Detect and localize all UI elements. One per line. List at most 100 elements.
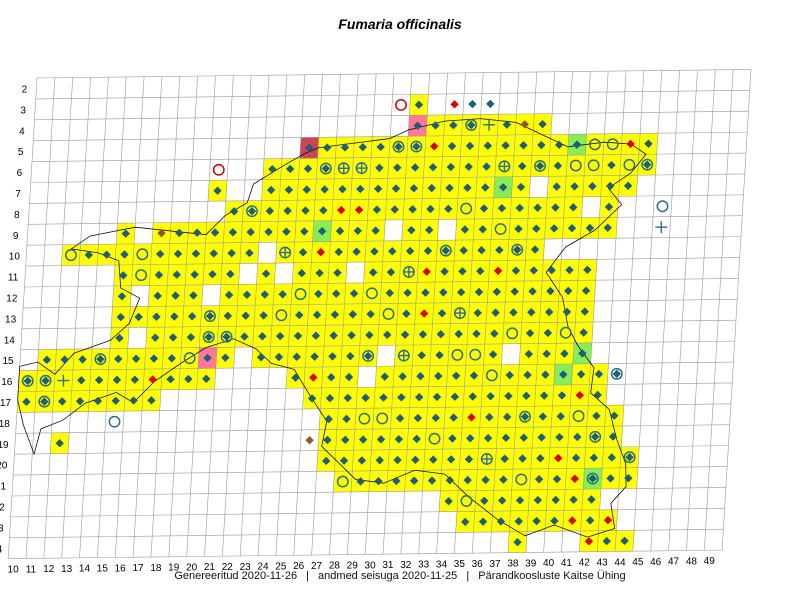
row-label: 23 bbox=[0, 523, 4, 534]
grid-line-horizontal bbox=[24, 278, 739, 288]
diamond-icon bbox=[499, 475, 508, 484]
grid-cell bbox=[619, 154, 639, 176]
diamond-icon bbox=[444, 204, 453, 214]
diamond-icon bbox=[154, 270, 164, 280]
grid-line-vertical bbox=[114, 76, 145, 558]
row-label: 18 bbox=[0, 419, 10, 430]
diamond-icon bbox=[407, 225, 416, 235]
diamond-icon bbox=[274, 352, 284, 362]
diamond-icon bbox=[580, 307, 590, 316]
grid-line-vertical bbox=[471, 72, 502, 554]
grid-cell bbox=[456, 198, 476, 220]
row-label: 3 bbox=[20, 105, 26, 116]
row-label: 15 bbox=[3, 356, 15, 367]
diamond-icon bbox=[515, 496, 525, 505]
diamond-in-circle-icon bbox=[534, 159, 547, 172]
diamond-icon bbox=[380, 372, 389, 381]
grid-line-vertical bbox=[329, 74, 359, 555]
column-label: 39 bbox=[525, 558, 537, 569]
grid-line-horizontal bbox=[10, 508, 725, 518]
diamond-icon bbox=[516, 182, 526, 192]
circle-icon bbox=[135, 269, 148, 282]
diamond-icon bbox=[610, 411, 619, 420]
diamond-in-circle-icon bbox=[394, 142, 403, 151]
diamond-icon bbox=[320, 185, 329, 194]
grid-line-vertical bbox=[489, 72, 520, 553]
diamond-icon bbox=[403, 288, 412, 298]
diamond-red-icon bbox=[603, 515, 613, 525]
column-label: 25 bbox=[275, 561, 287, 572]
circle-icon bbox=[587, 159, 600, 172]
diamond-icon bbox=[491, 308, 500, 317]
diamond-icon bbox=[644, 139, 653, 148]
diamond-icon bbox=[293, 331, 303, 341]
diamond-icon bbox=[405, 246, 415, 256]
grid-line-horizontal bbox=[20, 340, 735, 350]
diamond-icon bbox=[322, 143, 332, 152]
row-label: 9 bbox=[13, 231, 19, 242]
column-label: 18 bbox=[150, 563, 162, 574]
diamond-icon bbox=[460, 225, 470, 234]
diamond-icon bbox=[468, 99, 477, 109]
diamond-icon bbox=[376, 435, 386, 444]
diamond-icon bbox=[523, 370, 532, 380]
diamond-icon bbox=[344, 372, 354, 382]
row-label: 11 bbox=[8, 273, 19, 284]
grid-line-vertical bbox=[204, 75, 234, 557]
column-label: 20 bbox=[186, 562, 198, 573]
diamond-icon bbox=[228, 228, 238, 237]
diamond-in-circle-icon bbox=[590, 432, 600, 441]
diamond-icon bbox=[385, 288, 394, 298]
diamond-red-icon bbox=[584, 537, 594, 546]
diamond-icon bbox=[472, 329, 481, 338]
diamond-icon bbox=[593, 390, 602, 400]
diamond-in-circle-icon bbox=[589, 430, 602, 443]
circle-icon bbox=[365, 287, 378, 300]
row-label: 20 bbox=[0, 461, 8, 472]
diamond-icon bbox=[435, 350, 444, 360]
circle-icon bbox=[494, 223, 507, 236]
diamond-icon bbox=[603, 223, 612, 232]
diamond-icon bbox=[278, 290, 287, 299]
diamond-in-circle-icon bbox=[321, 164, 331, 173]
diamond-icon bbox=[42, 355, 52, 365]
grid-line-horizontal bbox=[21, 319, 736, 330]
grid-line-vertical bbox=[507, 71, 538, 553]
diamond-icon bbox=[480, 496, 489, 505]
diamond-icon bbox=[551, 203, 560, 212]
diamond-icon bbox=[310, 352, 319, 361]
diamond-icon bbox=[445, 183, 454, 193]
diamond-icon bbox=[556, 412, 565, 421]
diamond-red-icon bbox=[148, 375, 157, 384]
row-label: 6 bbox=[17, 168, 23, 179]
grid-cell bbox=[378, 303, 399, 325]
grid-line-vertical bbox=[579, 71, 609, 552]
diamond-icon bbox=[394, 434, 404, 444]
row-label: 8 bbox=[14, 210, 20, 221]
column-label: 24 bbox=[257, 562, 269, 573]
diamond-icon bbox=[518, 161, 527, 171]
diamond-icon bbox=[130, 375, 140, 384]
diamond-icon bbox=[478, 225, 487, 234]
circle-icon bbox=[108, 415, 121, 428]
diamond-icon bbox=[527, 308, 536, 317]
diamond-icon bbox=[585, 223, 595, 233]
diamond-in-circle-icon bbox=[641, 158, 654, 171]
diamond-red-icon bbox=[493, 266, 503, 276]
row-label: 13 bbox=[5, 314, 17, 325]
diamond-icon bbox=[366, 309, 375, 319]
column-label: 41 bbox=[561, 558, 573, 569]
grid-line-horizontal bbox=[9, 528, 724, 539]
grid-line-horizontal bbox=[8, 549, 723, 559]
diamond-icon bbox=[427, 476, 437, 485]
circle-icon bbox=[506, 327, 519, 340]
circle-icon bbox=[515, 473, 528, 486]
diamond-icon bbox=[446, 455, 456, 464]
diamond-icon bbox=[240, 332, 249, 341]
diamond-icon bbox=[175, 228, 184, 238]
diamond-in-circle-icon bbox=[362, 350, 375, 362]
diamond-icon bbox=[375, 456, 384, 465]
circle-icon bbox=[572, 410, 585, 423]
column-label: 19 bbox=[168, 563, 180, 574]
circle-icon bbox=[136, 248, 149, 261]
